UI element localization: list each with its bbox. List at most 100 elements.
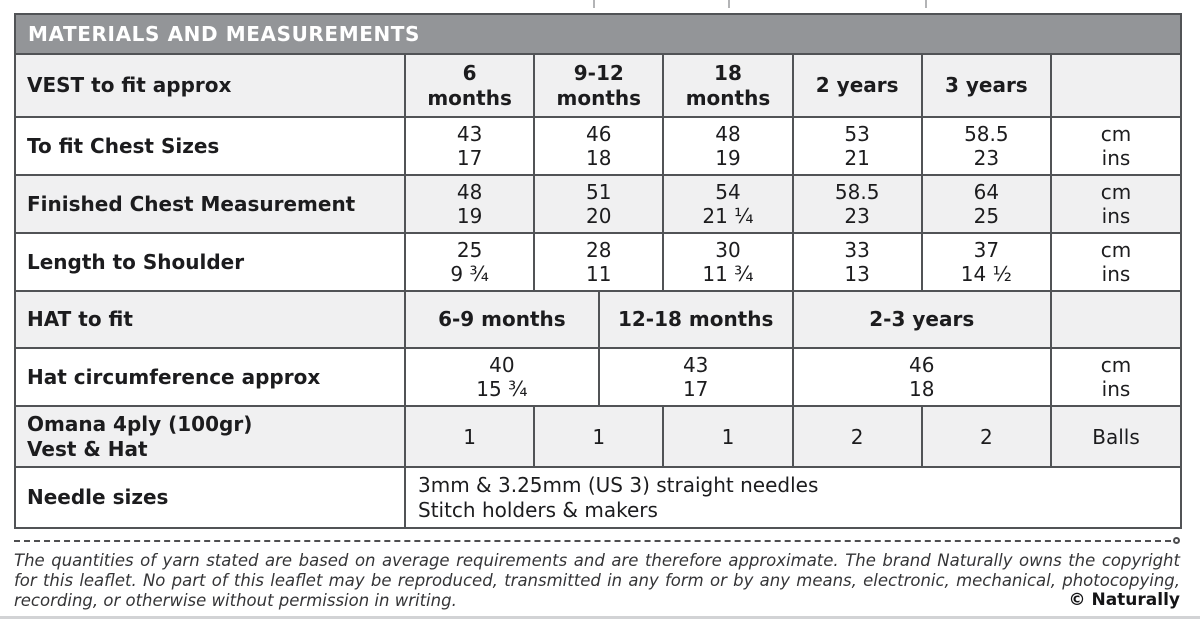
cm-value: 64 [973, 180, 1000, 204]
scan-tick-mark [593, 0, 595, 8]
hat-size-header-row: HAT to fit 6-9 months 12-18 months 2-3 y… [14, 290, 1183, 349]
table-title-row: MATERIALS AND MEASUREMENTS [13, 13, 1183, 55]
balls-count-cell: 2 [920, 405, 1052, 468]
vest-section-label: VEST to fit approx [14, 53, 406, 118]
hat-size-header-6-9-months: 6-9 months [404, 290, 600, 349]
row-label: To fit Chest Sizes [14, 116, 406, 176]
ins-value: 21 [844, 146, 870, 170]
yarn-name: Omana 4ply (100gr) [27, 411, 253, 436]
cm-value: 25 [456, 238, 483, 262]
size-header-2-years: 2 years [791, 53, 923, 118]
cm-value: 43 [682, 353, 709, 377]
balls-count-cell: 1 [533, 405, 665, 468]
units-cell-empty [1049, 290, 1183, 349]
cm-value: 48 [715, 122, 741, 146]
ins-value: 23 [844, 204, 870, 228]
dash-segment [14, 539, 1171, 542]
unit-ins-label: ins [1101, 262, 1131, 286]
ins-value: 19 [715, 146, 741, 170]
measurement-cell: 33 13 [791, 232, 923, 292]
measurement-cell: 30 11 ¾ [662, 232, 794, 292]
cm-value: 37 [973, 238, 1000, 262]
size-header-line: months [556, 85, 642, 110]
size-header-18-months: 18 months [662, 53, 794, 118]
size-header-line: 9-12 [573, 60, 624, 85]
hat-section-label: HAT to fit [14, 290, 406, 349]
units-cell: cm ins [1049, 174, 1183, 234]
yarn-garments: Vest & Hat [27, 436, 148, 461]
yarn-label: Omana 4ply (100gr) Vest & Hat [14, 405, 406, 468]
hat-size-header-12-18-months: 12-18 months [597, 290, 794, 349]
size-header-line: 2 years [815, 73, 899, 97]
measurement-cell: 43 17 [403, 116, 536, 176]
cm-value: 54 [715, 180, 741, 204]
measurement-cell: 58.5 23 [791, 174, 923, 234]
ins-value: 18 [909, 377, 935, 401]
hat-circumference-row: Hat circumference approx 40 15 ¾ 43 17 4… [14, 347, 1183, 407]
unit-cm-label: cm [1100, 180, 1132, 204]
ins-value: 17 [456, 146, 483, 170]
cm-value: 30 [715, 238, 741, 262]
materials-measurements-table: MATERIALS AND MEASUREMENTS VEST to fit a… [13, 13, 1183, 529]
size-header-line: months [427, 85, 512, 110]
units-cell: cm ins [1049, 347, 1183, 407]
copyright-notice: The quantities of yarn stated are based … [14, 551, 1180, 610]
cm-value: 46 [586, 122, 612, 146]
measurement-cell: 51 20 [533, 174, 665, 234]
size-header-line: 6 [462, 60, 477, 85]
measurement-cell: 46 18 [791, 347, 1052, 407]
needle-sizes-detail: 3mm & 3.25mm (US 3) straight needles Sti… [403, 466, 1183, 529]
brand-copyright: © Naturally [1068, 589, 1180, 610]
ins-value: 25 [973, 204, 1000, 228]
table-title: MATERIALS AND MEASUREMENTS [13, 13, 1183, 55]
size-header-3-years: 3 years [920, 53, 1052, 118]
measurement-cell: 53 21 [791, 116, 923, 176]
cut-line-end-circle [1173, 537, 1180, 544]
balls-count-cell: 2 [791, 405, 923, 468]
measurement-cell: 48 19 [662, 116, 794, 176]
ins-value: 17 [682, 377, 709, 401]
cm-value: 33 [844, 238, 870, 262]
units-cell: cm ins [1049, 116, 1183, 176]
row-label: Length to Shoulder [14, 232, 406, 292]
yarn-quantity-row: Omana 4ply (100gr) Vest & Hat 1 1 1 2 2 … [14, 405, 1183, 468]
measurement-cell: 48 19 [403, 174, 536, 234]
row-label: Needle sizes [14, 466, 406, 529]
to-fit-chest-row: To fit Chest Sizes 43 17 46 18 48 19 53 … [14, 116, 1183, 176]
ins-value: 13 [844, 262, 870, 286]
ins-value: 9 ¾ [450, 262, 489, 286]
cm-value: 58.5 [964, 122, 1009, 146]
measurement-cell: 43 17 [597, 347, 794, 407]
cm-value: 51 [586, 180, 612, 204]
balls-count-cell: 1 [662, 405, 794, 468]
size-header-line: 18 [714, 60, 742, 85]
measurement-cell: 46 18 [533, 116, 665, 176]
cm-value: 46 [909, 353, 935, 377]
ins-value: 11 [586, 262, 612, 286]
measurement-cell: 28 11 [533, 232, 665, 292]
ins-value: 20 [586, 204, 612, 228]
measurement-cell: 58.5 23 [920, 116, 1052, 176]
needle-sizes-line: 3mm & 3.25mm (US 3) straight needles [418, 472, 819, 497]
measurement-cell: 54 21 ¼ [662, 174, 794, 234]
vest-size-header-row: VEST to fit approx 6 months 9-12 months … [14, 53, 1183, 118]
cm-value: 40 [489, 353, 515, 377]
ins-value: 15 ¾ [476, 377, 528, 401]
units-cell: cm ins [1049, 232, 1183, 292]
measurement-cell: 37 14 ½ [920, 232, 1052, 292]
unit-ins-label: ins [1101, 146, 1131, 170]
row-label: Finished Chest Measurement [14, 174, 406, 234]
unit-balls-label: Balls [1049, 405, 1183, 468]
unit-cm-label: cm [1100, 353, 1132, 377]
unit-ins-label: ins [1101, 204, 1131, 228]
page-bottom-edge [0, 616, 1200, 619]
cm-value: 48 [456, 180, 483, 204]
unit-ins-label: ins [1101, 377, 1131, 401]
size-header-line: 3 years [944, 73, 1028, 97]
unit-cm-label: cm [1100, 238, 1132, 262]
ins-value: 19 [456, 204, 483, 228]
cm-value: 58.5 [834, 180, 880, 204]
ins-value: 14 ½ [960, 262, 1012, 286]
cm-value: 43 [456, 122, 483, 146]
